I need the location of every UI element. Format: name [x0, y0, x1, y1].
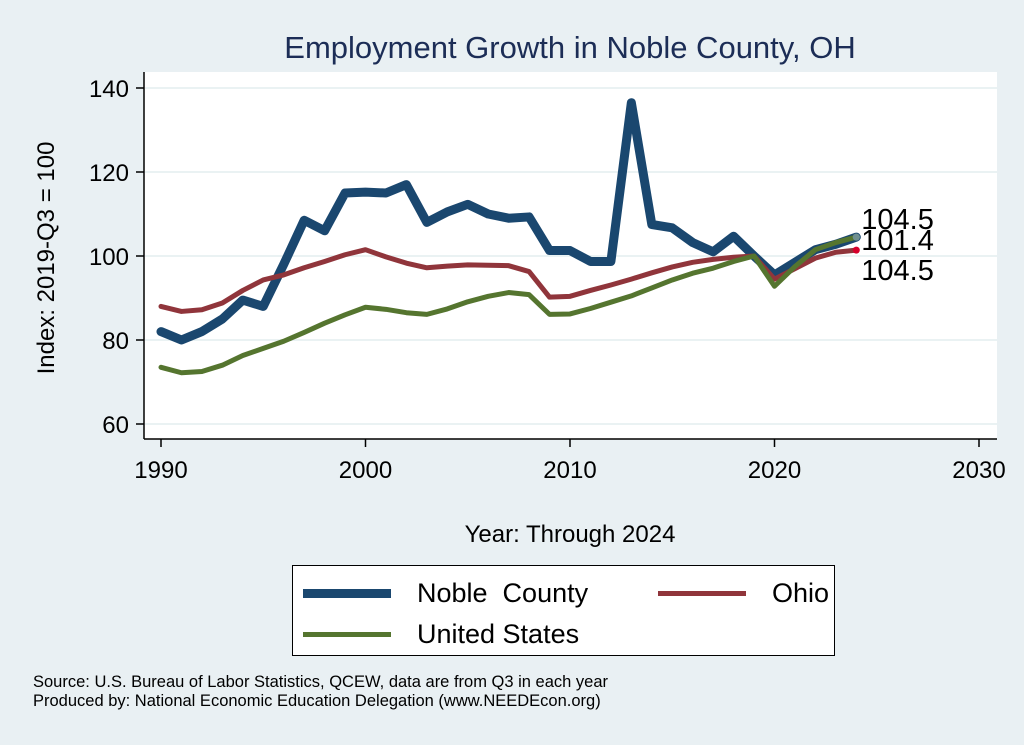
- source-note: Source: U.S. Bureau of Labor Statistics,…: [33, 673, 609, 691]
- x-axis-title: Year: Through 2024: [465, 521, 676, 548]
- legend-item-us: United States: [303, 619, 579, 650]
- y-tick-label: 60: [102, 412, 129, 439]
- end-marker-1: [852, 246, 860, 254]
- end-markers: [852, 233, 860, 254]
- chart-notes: Source: U.S. Bureau of Labor Statistics,…: [33, 673, 608, 711]
- legend-label-ohio: Ohio: [772, 578, 830, 608]
- series-lines: [156, 98, 861, 376]
- y-axis-title: Index: 2019-Q3 = 100: [33, 142, 60, 375]
- y-tick-label: 120: [89, 160, 129, 187]
- y-tick-label: 100: [89, 244, 129, 271]
- legend-label-noble: Noble County: [417, 578, 589, 608]
- legend-item-ohio: Ohio: [658, 578, 829, 609]
- x-tick-label: 2010: [543, 457, 596, 484]
- series-line-united-states: [158, 234, 859, 376]
- end-label-1: 101.4: [861, 225, 934, 257]
- end-label-0: 104.5: [861, 204, 934, 236]
- legend-label-us: United States: [417, 619, 580, 649]
- end-label-2: 104.5: [861, 255, 934, 287]
- x-tick-label: 2030: [952, 457, 1005, 484]
- x-tick-label: 2000: [339, 457, 392, 484]
- producer-note: Produced by: National Economic Education…: [33, 692, 601, 710]
- legend: Noble County Ohio United States: [292, 565, 835, 656]
- legend-swatch-noble: [303, 589, 391, 598]
- legend-item-noble: Noble County: [303, 578, 588, 609]
- chart-title: Employment Growth in Noble County, OH: [284, 30, 855, 65]
- series-line-ohio: [158, 247, 859, 314]
- y-tick-label: 140: [89, 76, 129, 103]
- legend-swatch-us: [303, 632, 391, 637]
- x-ticks: 1990 2000 2010 2020 2030: [134, 439, 1006, 484]
- x-tick-label: 1990: [134, 457, 187, 484]
- end-marker-2: [852, 233, 860, 241]
- legend-swatch-ohio: [658, 591, 746, 596]
- y-tick-label: 80: [102, 328, 129, 355]
- y-ticks: 60 80 100 120 140: [89, 76, 144, 439]
- x-tick-label: 2020: [748, 457, 801, 484]
